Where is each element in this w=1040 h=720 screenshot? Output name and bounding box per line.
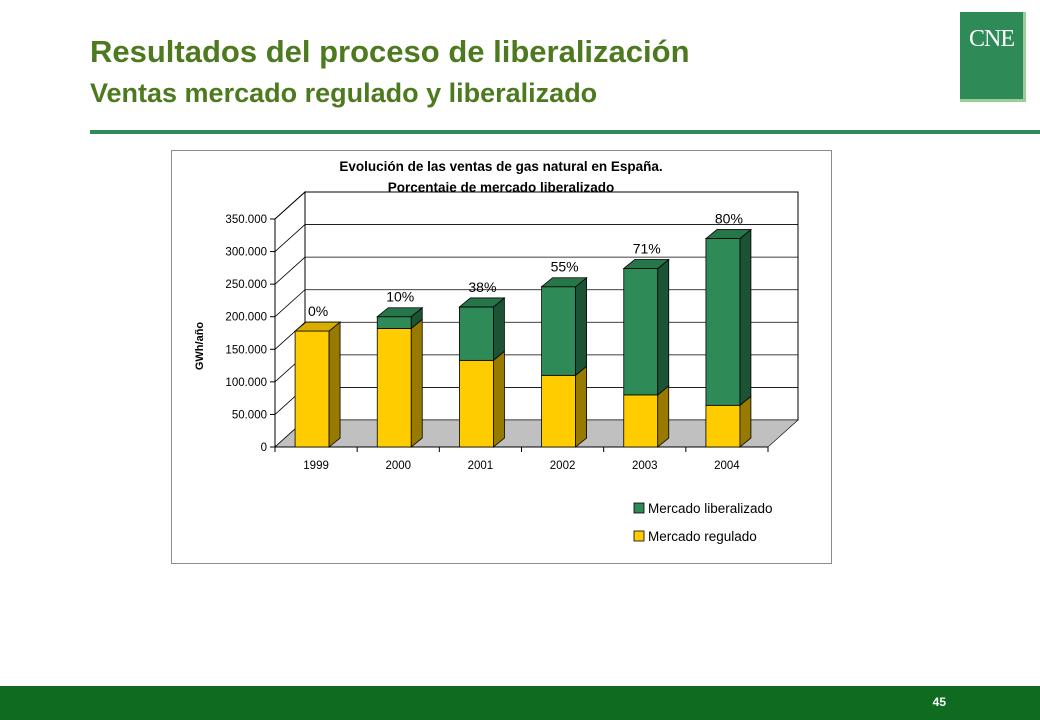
y-tick-label: 300.000	[225, 247, 267, 259]
y-axis-label: GWh/año	[194, 322, 206, 371]
bar-side	[493, 350, 505, 448]
bar-side	[739, 228, 752, 407]
bar-front	[541, 374, 576, 448]
bar-annotation: 10%	[386, 289, 414, 305]
legend-swatch	[633, 502, 645, 514]
bar-side	[657, 385, 670, 448]
bar-front	[705, 404, 741, 448]
y-tick-label: 50.000	[232, 409, 267, 421]
bar-top	[704, 229, 753, 239]
footer-bar: 45	[0, 686, 1040, 720]
cne-logo: CNE	[960, 12, 1026, 102]
logo-text: CNE	[969, 26, 1015, 52]
bar-top	[622, 259, 670, 269]
x-tick-label: 2001	[468, 460, 494, 472]
bar-front	[623, 394, 659, 448]
bar-side	[575, 276, 587, 377]
y-tick-label: 200.000	[225, 312, 267, 324]
x-tick-label: 1999	[303, 460, 329, 472]
gridline	[274, 224, 798, 252]
legend-label: Mercado regulado	[648, 529, 757, 544]
page-title: Resultados del proceso de liberalización	[90, 34, 690, 69]
bar-side	[657, 258, 670, 396]
bar-side	[410, 318, 423, 448]
y-tick-label: 250.000	[225, 279, 267, 291]
bar-annotation: 55%	[551, 259, 579, 275]
bar-front	[705, 238, 741, 406]
bar-front	[294, 330, 330, 448]
gridline	[274, 191, 798, 220]
bar-side	[575, 365, 587, 448]
bar-top	[376, 307, 424, 318]
bar-front	[376, 316, 412, 329]
x-tick-label: 2003	[632, 460, 658, 472]
y-tick-label: 150.000	[225, 344, 267, 356]
bar-annotation: 38%	[468, 279, 496, 295]
bar-annotation: 0%	[308, 303, 328, 319]
bar-top	[540, 277, 588, 288]
chart-title-line2: Porcentaje de mercado liberalizado	[388, 180, 615, 195]
bar-top	[293, 321, 342, 332]
legend-swatch	[633, 530, 645, 542]
bar-front	[541, 286, 576, 376]
legend-label: Mercado liberalizado	[648, 501, 773, 516]
stacked-bar-chart: Evolución de las ventas de gas natural e…	[194, 159, 799, 544]
bar-annotation: 71%	[633, 241, 661, 257]
x-tick-label: 2000	[385, 460, 411, 472]
bar-side	[493, 297, 505, 362]
bar-annotation: 80%	[715, 211, 743, 227]
chart-title-line1: Evolución de las ventas de gas natural e…	[339, 159, 662, 174]
gridline	[274, 256, 798, 285]
y-tick-label: 350.000	[225, 214, 267, 226]
bar-front	[459, 359, 494, 448]
x-tick-label: 2004	[714, 460, 740, 472]
page-subtitle: Ventas mercado regulado y liberalizado	[90, 78, 598, 108]
bar-front	[623, 268, 659, 396]
chart-frame: Evolución de las ventas de gas natural e…	[171, 150, 832, 564]
page-number: 45	[932, 695, 946, 709]
header-divider	[90, 130, 1040, 134]
x-tick-label: 2002	[550, 460, 576, 472]
bar-front	[376, 328, 412, 448]
bar-side	[328, 321, 341, 448]
bar-top	[458, 297, 506, 308]
bar-front	[459, 306, 494, 361]
y-tick-label: 0	[261, 442, 267, 454]
y-tick-label: 100.000	[225, 377, 267, 389]
